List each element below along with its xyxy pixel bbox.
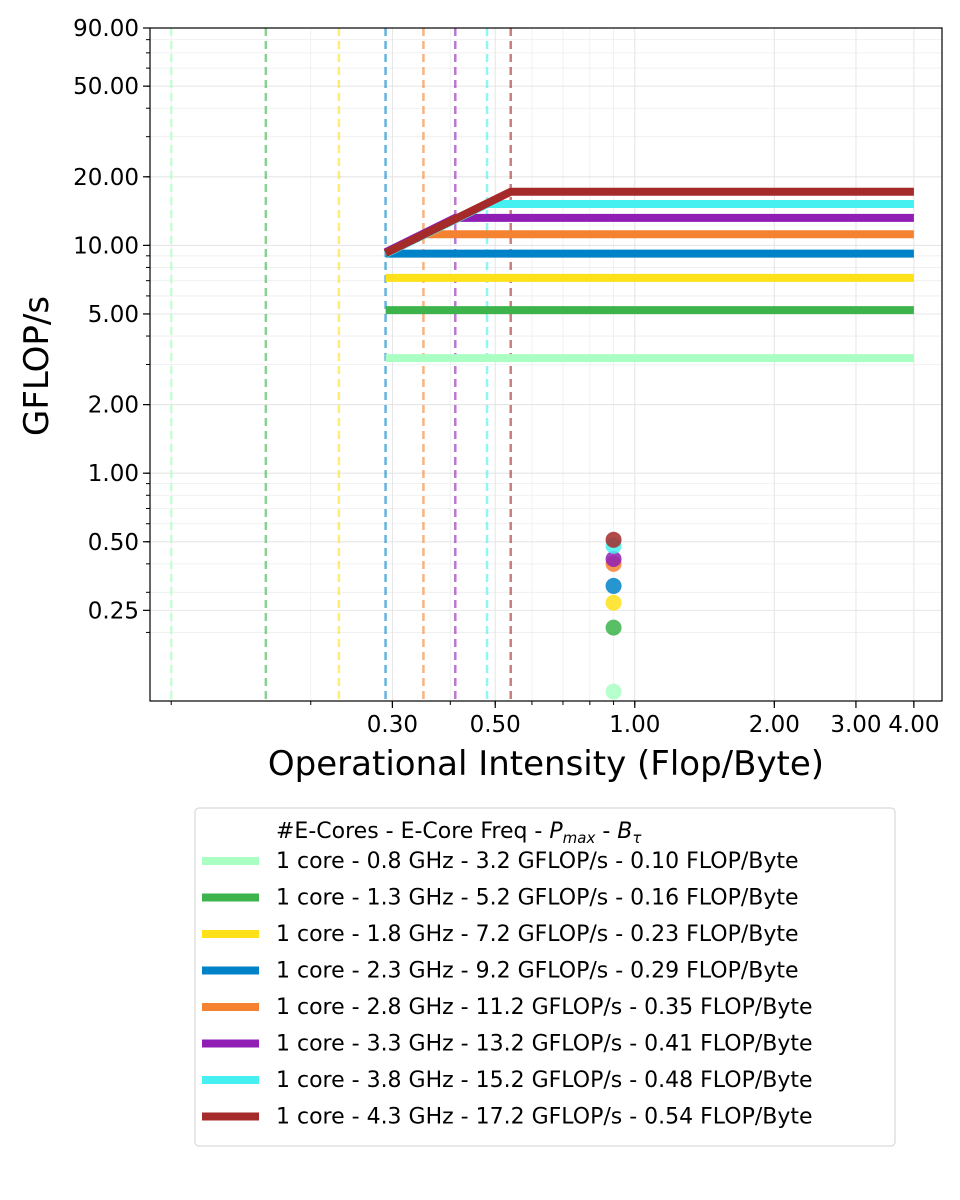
measured-point [605, 551, 622, 568]
legend-title: #E-Cores - E-Core Freq - Pmax - Bτ [276, 819, 642, 847]
y-tick-label: 20.00 [73, 165, 139, 191]
legend-title-separator: - [595, 819, 617, 844]
legend-box [194, 807, 896, 1147]
y-tick-label: 90.00 [73, 16, 139, 42]
roofline-series [383, 187, 914, 363]
measured-point [605, 683, 622, 700]
y-tick-label: 2.00 [88, 393, 139, 419]
measured-points [605, 531, 622, 700]
y-tick-label: 5.00 [88, 302, 139, 328]
y-tick-label: 0.50 [88, 530, 139, 556]
measured-point [605, 619, 622, 636]
y-tick-label: 10.00 [73, 233, 139, 259]
measured-point [605, 577, 622, 594]
legend-entry-label: 1 core - 1.8 GHz - 7.2 GFLOP/s - 0.23 FL… [276, 922, 799, 947]
roofline-line [383, 187, 914, 257]
legend-entries: 1 core - 0.8 GHz - 3.2 GFLOP/s - 0.10 FL… [202, 849, 813, 1130]
legend-title-prefix: #E-Cores - E-Core Freq - [276, 819, 549, 844]
x-tick-label: 0.50 [470, 712, 521, 738]
legend: #E-Cores - E-Core Freq - Pmax - Bτ 1 cor… [194, 807, 896, 1147]
measured-point [605, 531, 622, 548]
y-axis-label: GFLOP/s [17, 296, 57, 436]
y-tick-label: 0.25 [88, 598, 139, 624]
measured-point [605, 594, 622, 611]
legend-entry-label: 1 core - 3.3 GHz - 13.2 GFLOP/s - 0.41 F… [276, 1032, 813, 1057]
plot-data-area [169, 28, 914, 701]
x-tick-label: 3.00 [830, 712, 881, 738]
y-tick-label: 1.00 [88, 461, 139, 487]
x-tick-label: 0.30 [367, 712, 418, 738]
legend-entry-label: 1 core - 2.3 GHz - 9.2 GFLOP/s - 0.29 FL… [276, 959, 799, 984]
legend-entry-label: 1 core - 3.8 GHz - 15.2 GFLOP/s - 0.48 F… [276, 1068, 813, 1093]
x-tick-label: 2.00 [749, 712, 800, 738]
legend-title-pmax-sub: max [563, 829, 596, 847]
legend-entry-label: 1 core - 1.3 GHz - 5.2 GFLOP/s - 0.16 FL… [276, 886, 799, 911]
x-axis-label: Operational Intensity (Flop/Byte) [268, 744, 824, 784]
legend-entry-label: 1 core - 0.8 GHz - 3.2 GFLOP/s - 0.10 FL… [276, 849, 799, 874]
legend-title-btau-sub: τ [632, 829, 642, 847]
x-tick-label: 1.00 [609, 712, 660, 738]
legend-title-btau: B [617, 819, 632, 844]
legend-entry-label: 1 core - 4.3 GHz - 17.2 GFLOP/s - 0.54 F… [276, 1105, 813, 1130]
y-tick-label: 50.00 [73, 74, 139, 100]
legend-entry-label: 1 core - 2.8 GHz - 11.2 GFLOP/s - 0.35 F… [276, 995, 813, 1020]
grid-lines [150, 27, 942, 701]
axis-ticks: 0.30 0.50 1.00 2.00 3.00 4.00 0.25 0.50 1.00 2.00… [73, 16, 939, 738]
x-tick-label: 4.00 [888, 712, 939, 738]
ridge-point-lines [169, 28, 512, 701]
legend-title-pmax: P [549, 819, 563, 844]
